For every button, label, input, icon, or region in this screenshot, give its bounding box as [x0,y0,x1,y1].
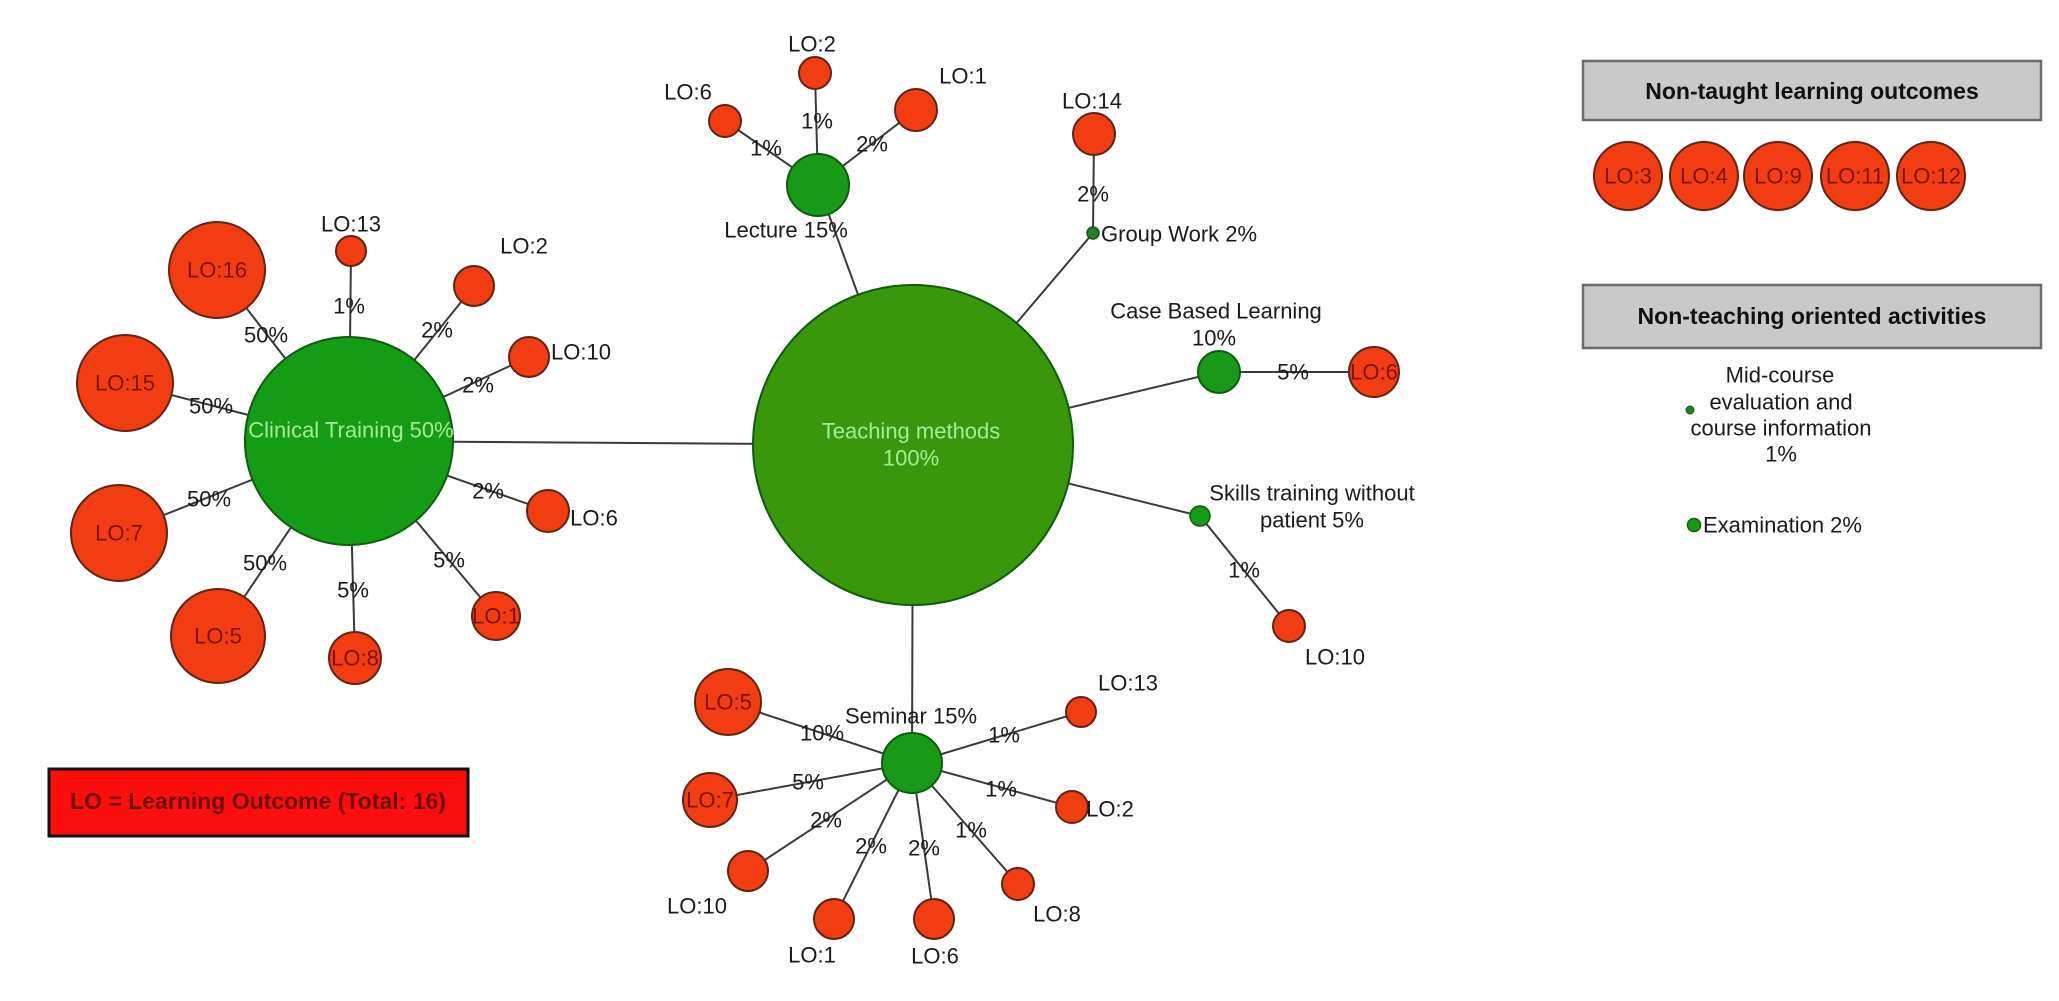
svg-text:LO:1: LO:1 [939,64,987,89]
svg-text:5%: 5% [792,770,824,795]
svg-text:LO:11: LO:11 [1826,164,1884,189]
svg-text:LO:6: LO:6 [570,506,618,531]
svg-text:Examination 2%: Examination 2% [1703,513,1862,538]
svg-text:course information: course information [1691,416,1872,441]
svg-text:Skills training without: Skills training without [1209,481,1414,506]
svg-text:2%: 2% [472,479,504,504]
svg-text:LO:1: LO:1 [472,604,520,629]
svg-text:Non-taught learning outcomes: Non-taught learning outcomes [1645,78,1979,104]
svg-text:1%: 1% [750,136,782,161]
svg-text:50%: 50% [244,323,288,348]
svg-text:5%: 5% [337,578,369,603]
svg-text:2%: 2% [856,132,888,157]
svg-text:5%: 5% [433,548,465,573]
svg-text:Lecture 15%: Lecture 15% [724,218,848,243]
svg-text:LO:8: LO:8 [1033,902,1081,927]
svg-text:50%: 50% [189,394,233,419]
svg-text:LO:15: LO:15 [95,371,155,396]
svg-text:Clinical Training 50%: Clinical Training 50% [248,418,453,443]
svg-text:2%: 2% [908,836,940,861]
svg-text:LO:2: LO:2 [788,32,836,57]
svg-text:Seminar 15%: Seminar 15% [845,704,977,729]
svg-text:10%: 10% [1192,326,1236,351]
svg-text:LO:2: LO:2 [500,234,548,259]
svg-text:LO:4: LO:4 [1680,164,1728,189]
svg-text:LO:5: LO:5 [704,690,752,715]
svg-text:LO:7: LO:7 [686,788,734,813]
svg-text:Case Based Learning: Case Based Learning [1110,299,1322,324]
svg-text:1%: 1% [988,723,1020,748]
svg-text:LO:10: LO:10 [667,894,727,919]
svg-text:LO:13: LO:13 [1098,671,1158,696]
svg-text:1%: 1% [955,818,987,843]
svg-text:2%: 2% [810,808,842,833]
svg-text:LO:14: LO:14 [1062,89,1122,114]
svg-text:evaluation and: evaluation and [1709,390,1852,415]
svg-text:1%: 1% [985,777,1017,802]
svg-text:LO:7: LO:7 [95,521,143,546]
svg-text:LO:9: LO:9 [1754,164,1802,189]
svg-text:LO:6: LO:6 [1350,360,1398,385]
svg-text:LO:6: LO:6 [911,944,959,969]
svg-text:10%: 10% [800,721,844,746]
svg-text:5%: 5% [1277,360,1309,385]
svg-text:LO:5: LO:5 [194,624,242,649]
svg-text:patient 5%: patient 5% [1260,508,1364,533]
svg-text:2%: 2% [421,318,453,343]
svg-text:LO:2: LO:2 [1086,797,1134,822]
svg-text:LO:10: LO:10 [551,340,611,365]
svg-text:Mid-course: Mid-course [1726,363,1835,388]
svg-text:2%: 2% [1077,182,1109,207]
svg-text:2%: 2% [462,373,494,398]
svg-text:1%: 1% [1765,442,1797,467]
svg-text:50%: 50% [187,487,231,512]
svg-text:50%: 50% [243,551,287,576]
svg-text:LO = Learning Outcome (Total:: LO = Learning Outcome (Total: 16) [70,788,446,814]
svg-text:LO:3: LO:3 [1604,164,1652,189]
svg-text:LO:6: LO:6 [664,80,712,105]
svg-text:LO:1: LO:1 [788,943,836,968]
svg-text:Group Work 2%: Group Work 2% [1101,222,1257,247]
svg-text:LO:10: LO:10 [1305,645,1365,670]
svg-text:LO:13: LO:13 [321,212,381,237]
svg-text:LO:8: LO:8 [331,646,379,671]
svg-text:1%: 1% [333,294,365,319]
svg-text:1%: 1% [801,109,833,134]
svg-text:1%: 1% [1228,558,1260,583]
svg-text:LO:12: LO:12 [1901,164,1961,189]
svg-text:Teaching methods: Teaching methods [822,419,1001,444]
svg-text:100%: 100% [883,446,939,471]
svg-text:LO:16: LO:16 [187,258,247,283]
svg-text:2%: 2% [855,834,887,859]
svg-text:Non-teaching oriented activiti: Non-teaching oriented activities [1638,303,1987,329]
